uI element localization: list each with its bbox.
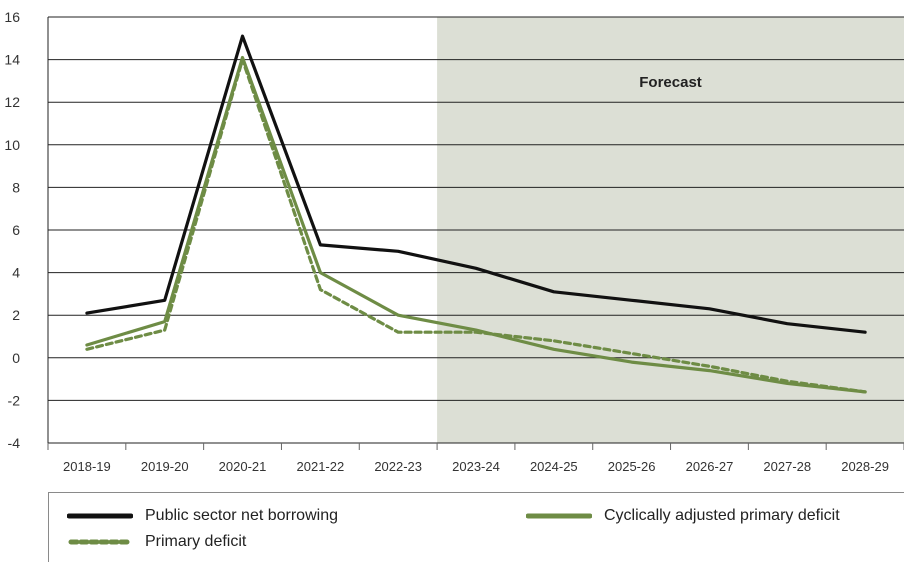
- y-tick-labels: -4 -2 0 2 4 6 8 10 12 14 16: [4, 9, 20, 451]
- y-tick-label: 16: [4, 9, 20, 25]
- y-tick-label: 8: [12, 179, 20, 195]
- x-tick-label: 2023-24: [452, 459, 500, 474]
- legend-swatch-cyclically-adjusted: [526, 513, 592, 519]
- y-tick-label: -4: [8, 435, 21, 451]
- x-tick-label: 2027-28: [763, 459, 811, 474]
- y-tick-label: 6: [12, 222, 20, 238]
- legend-label-primary-deficit: Primary deficit: [145, 533, 247, 550]
- y-tick-label: 2: [12, 307, 20, 323]
- y-tick-label: -2: [8, 392, 21, 408]
- legend-swatch-primary-deficit: [68, 539, 133, 545]
- series-line-primary-deficit: [85, 57, 867, 394]
- legend-label-cyclically-adjusted: Cyclically adjusted primary deficit: [604, 507, 840, 524]
- y-tick-label: 12: [4, 94, 20, 110]
- legend-swatch-psnb: [67, 513, 133, 519]
- x-tick-label: 2028-29: [841, 459, 889, 474]
- series-lines: [85, 34, 867, 394]
- x-tick-label: 2026-27: [686, 459, 734, 474]
- x-tick-label: 2024-25: [530, 459, 578, 474]
- legend: Public sector net borrowing Cyclically a…: [48, 492, 904, 562]
- legend-item-psnb: Public sector net borrowing: [67, 507, 338, 525]
- x-tick-label: 2022-23: [374, 459, 422, 474]
- x-tick-label: 2018-19: [63, 459, 111, 474]
- y-tick-label: 10: [4, 137, 20, 153]
- x-tick-label: 2025-26: [608, 459, 656, 474]
- x-tick-label: 2019-20: [141, 459, 189, 474]
- legend-item-primary-deficit: Primary deficit: [67, 533, 246, 551]
- legend-item-cyclically-adjusted: Cyclically adjusted primary deficit: [526, 507, 840, 525]
- series-line-public-sector-net-borrowing: [85, 34, 867, 334]
- y-tick-label: 4: [12, 265, 20, 281]
- y-tick-label: 14: [4, 52, 20, 68]
- x-tick-label: 2020-21: [219, 459, 267, 474]
- legend-label-psnb: Public sector net borrowing: [145, 507, 338, 524]
- x-tick-label: 2021-22: [297, 459, 345, 474]
- y-tick-label: 0: [12, 350, 20, 366]
- gridlines: [47, 16, 904, 444]
- forecast-annotation: Forecast: [639, 74, 702, 91]
- series-line-cyclically-adjusted-primary-deficit: [85, 55, 867, 394]
- x-tick-labels: 2018-19 2019-20 2020-21 2021-22 2022-23 2023-…: [47, 443, 904, 474]
